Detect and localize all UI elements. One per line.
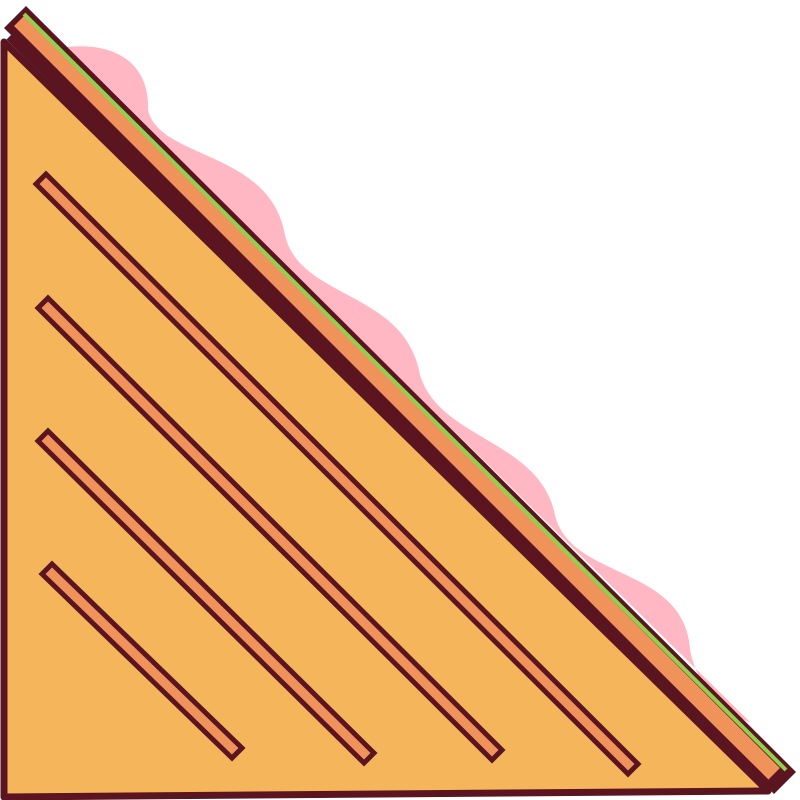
bread-slice bbox=[0, 38, 772, 800]
grill-mark bbox=[34, 427, 378, 767]
grill-mark bbox=[32, 170, 642, 778]
layer-divider bbox=[6, 32, 776, 794]
grill-marks bbox=[32, 170, 642, 778]
lettuce-layer bbox=[22, 12, 788, 772]
grill-mark bbox=[34, 294, 506, 764]
grill-mark bbox=[38, 560, 246, 762]
